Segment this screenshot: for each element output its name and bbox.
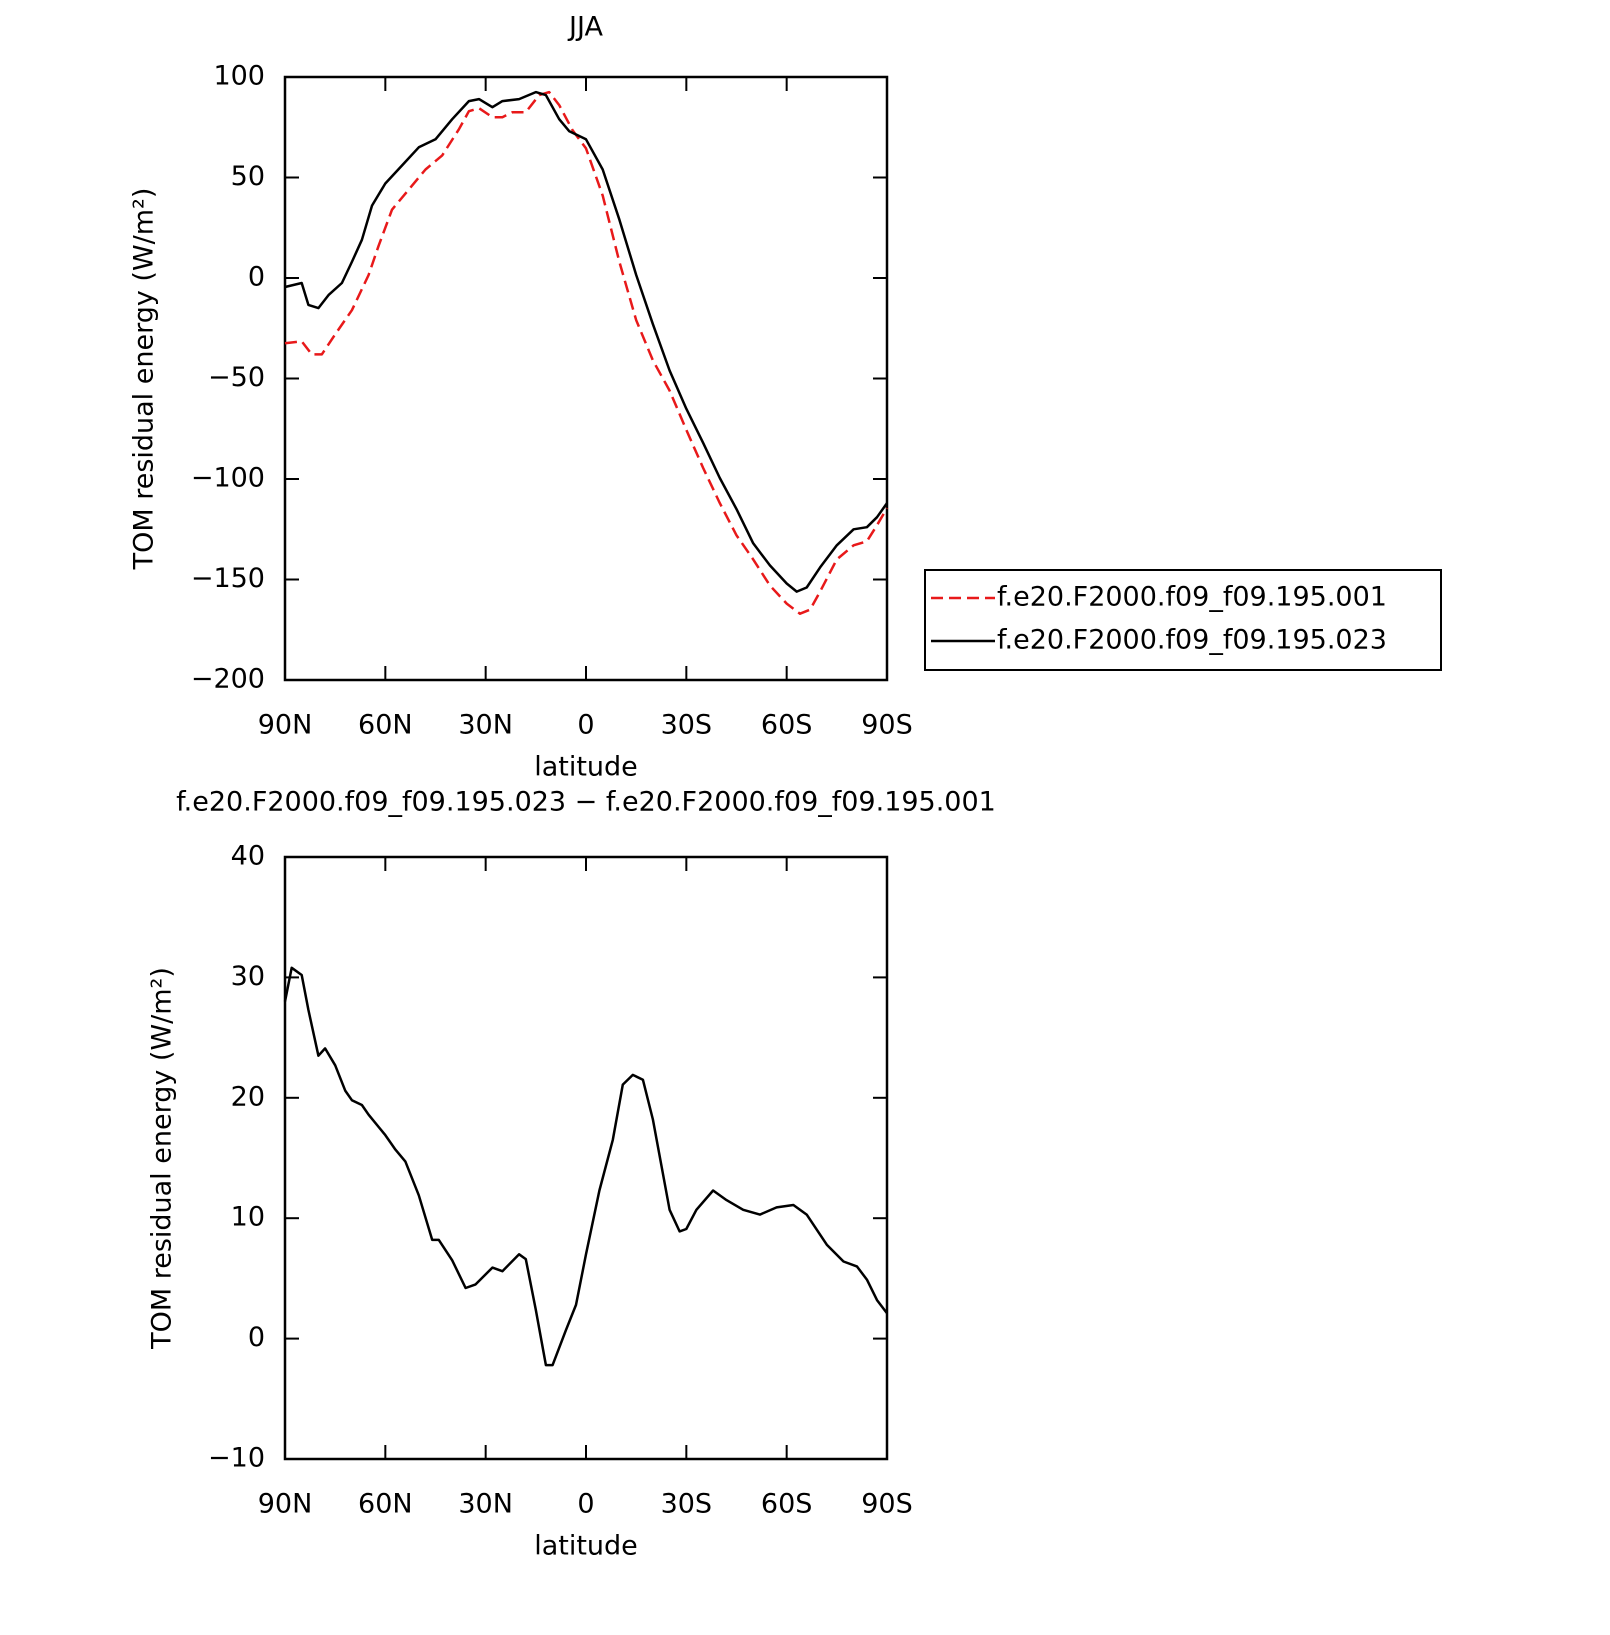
plot-frame <box>283 855 889 1461</box>
x-tick-label: 90S <box>861 1489 913 1520</box>
y-axis-label: TOM residual energy (W/m²) <box>147 967 178 1350</box>
y-tick-label: 50 <box>231 161 265 192</box>
y-axis-label: TOM residual energy (W/m²) <box>129 188 160 571</box>
y-tick-label: 20 <box>231 1081 265 1112</box>
y-tick-label: 100 <box>213 61 265 92</box>
y-tick-label: −50 <box>208 362 265 393</box>
x-tick-label: 90N <box>258 1489 313 1520</box>
legend-label: f.e20.F2000.f09_f09.195.001 <box>997 582 1387 613</box>
x-tick-label: 0 <box>577 710 594 741</box>
y-tick-label: −200 <box>191 664 265 695</box>
data-line <box>284 90 889 593</box>
x-tick-label: 90N <box>258 710 313 741</box>
x-tick-label: 60S <box>761 710 813 741</box>
plot-frame <box>283 75 889 682</box>
chart-title: JJA <box>567 12 603 43</box>
x-tick-label: 60N <box>358 1489 413 1520</box>
data-line <box>284 90 889 615</box>
x-tick-label: 60N <box>358 710 413 741</box>
y-tick-label: −10 <box>208 1443 265 1474</box>
x-axis-label: latitude <box>534 752 638 783</box>
y-tick-label: 0 <box>248 262 265 293</box>
x-tick-label: 0 <box>577 1489 594 1520</box>
data-line <box>283 966 888 1367</box>
y-tick-label: 0 <box>248 1322 265 1353</box>
x-tick-label: 30S <box>661 1489 713 1520</box>
x-tick-label: 90S <box>861 710 913 741</box>
x-tick-label: 30N <box>458 1489 513 1520</box>
y-tick-label: −150 <box>191 563 265 594</box>
y-tick-label: 30 <box>231 961 265 992</box>
legend-label: f.e20.F2000.f09_f09.195.023 <box>997 625 1387 656</box>
y-tick-label: 10 <box>231 1202 265 1233</box>
y-tick-label: −100 <box>191 463 265 494</box>
x-tick-label: 30N <box>458 710 513 741</box>
x-tick-label: 30S <box>661 710 713 741</box>
x-axis-label: latitude <box>534 1531 638 1562</box>
chart-title: f.e20.F2000.f09_f09.195.023 − f.e20.F200… <box>176 787 996 818</box>
x-tick-label: 60S <box>761 1489 813 1520</box>
legend-box <box>924 569 1442 671</box>
y-tick-label: 40 <box>231 841 265 872</box>
